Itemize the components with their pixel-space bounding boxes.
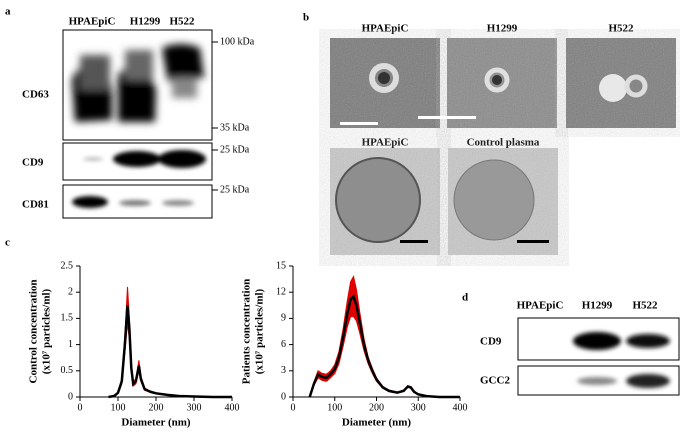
lane-label: H522 xyxy=(169,16,195,28)
y-tick-label: 2 xyxy=(68,286,73,297)
y-tick-label: 0 xyxy=(68,391,73,402)
lane-label: HPAEpiC xyxy=(517,300,564,312)
x-tick-label: 300 xyxy=(187,402,202,413)
image-label: Control plasma xyxy=(467,137,540,149)
x-tick-label: 100 xyxy=(111,402,126,413)
x-tick-label: 0 xyxy=(78,402,83,413)
blot-label: CD81 xyxy=(22,199,49,211)
y-tick-label: 9 xyxy=(281,313,286,324)
line xyxy=(308,294,460,399)
x-tick-label: 0 xyxy=(291,402,296,413)
blot-label: CD9 xyxy=(480,336,502,348)
y-tick-label: 1.5 xyxy=(61,313,74,324)
x-tick-label: 400 xyxy=(453,402,468,413)
lane-label: H1299 xyxy=(582,300,613,312)
lane-label: HPAEpiC xyxy=(69,16,116,28)
marker-label: 35 kDa xyxy=(220,122,250,133)
y-tick-label: 1 xyxy=(68,339,73,350)
em-image xyxy=(566,38,676,128)
x-tick-label: 100 xyxy=(327,402,342,413)
y-axis-label: (x10⁷ particles/ml) xyxy=(41,288,53,374)
x-tick-label: 300 xyxy=(411,402,426,413)
em-image xyxy=(330,148,440,255)
y-tick-label: 6 xyxy=(281,339,286,350)
image-label: HPAEpiC xyxy=(362,23,409,35)
blot-cd9 xyxy=(517,317,680,361)
y-tick-label: 0.5 xyxy=(61,365,74,376)
y-axis-label: (x10⁷ particles/ml) xyxy=(254,288,266,374)
image-label: H522 xyxy=(608,23,634,35)
blot-cd63 xyxy=(62,29,213,141)
em-image xyxy=(418,38,557,128)
panel-label: c xyxy=(5,237,10,249)
y-tick-label: 0 xyxy=(281,391,286,402)
image-label: HPAEpiC xyxy=(362,137,409,149)
em-image xyxy=(330,38,440,128)
blot-label: GCC2 xyxy=(480,375,510,387)
panel-label: d xyxy=(462,292,468,304)
marker-label: 25 kDa xyxy=(220,184,250,195)
lane-label: H1299 xyxy=(130,16,161,28)
panel-label: b xyxy=(303,12,309,24)
blot-label: CD9 xyxy=(22,157,44,169)
y-axis-label: Control concentration xyxy=(28,280,40,384)
y-tick-label: 12 xyxy=(276,286,286,297)
blot-label: CD63 xyxy=(22,89,49,101)
lane-label: H522 xyxy=(632,300,658,312)
marker-label: 100 kDa xyxy=(220,36,255,47)
y-tick-label: 3 xyxy=(281,365,286,376)
x-tick-label: 200 xyxy=(369,402,384,413)
x-tick-label: 200 xyxy=(149,402,164,413)
x-tick-label: 400 xyxy=(225,402,240,413)
panel-label: a xyxy=(5,6,11,18)
error-band xyxy=(309,275,460,398)
marker-label: 25 kDa xyxy=(220,144,250,155)
line xyxy=(108,305,232,399)
em-image xyxy=(448,148,558,255)
blot-gcc2 xyxy=(517,365,680,396)
y-tick-label: 15 xyxy=(276,260,286,271)
x-axis-label: Diameter (nm) xyxy=(121,417,190,429)
error-band xyxy=(108,286,232,398)
y-tick-label: 2.5 xyxy=(61,260,74,271)
blot-cd9 xyxy=(62,142,213,181)
y-axis-label: Patients concentration xyxy=(241,279,253,384)
x-axis-label: Diameter (nm) xyxy=(342,417,411,429)
image-label: H1299 xyxy=(487,23,518,35)
blot-cd81 xyxy=(62,184,213,219)
